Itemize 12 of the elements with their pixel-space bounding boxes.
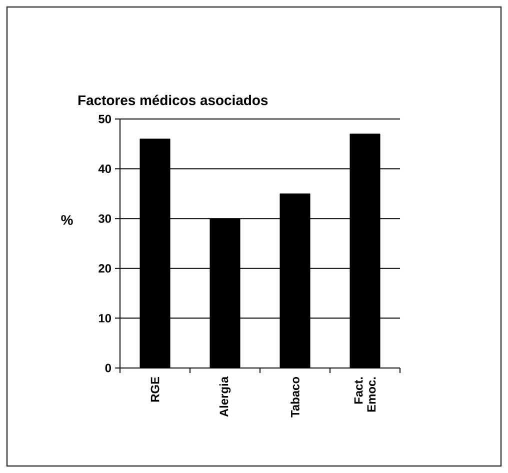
y-tick-label: 50 (98, 114, 111, 124)
y-tick-label: 10 (98, 314, 111, 322)
x-tick-label: RGE (150, 376, 160, 402)
x-tick-label: Alergia (219, 376, 231, 417)
chart-title: Factores médicos asociados (78, 94, 268, 106)
y-axis-title: % (61, 215, 73, 225)
x-tick-label: Fact. Emoc. (354, 377, 376, 412)
y-tick-label: 20 (98, 264, 111, 273)
y-tick-label: 40 (98, 164, 111, 174)
y-tick-label: 0 (105, 364, 111, 372)
x-tick-label: Tabaco (290, 376, 300, 418)
y-tick-label: 30 (98, 214, 111, 223)
